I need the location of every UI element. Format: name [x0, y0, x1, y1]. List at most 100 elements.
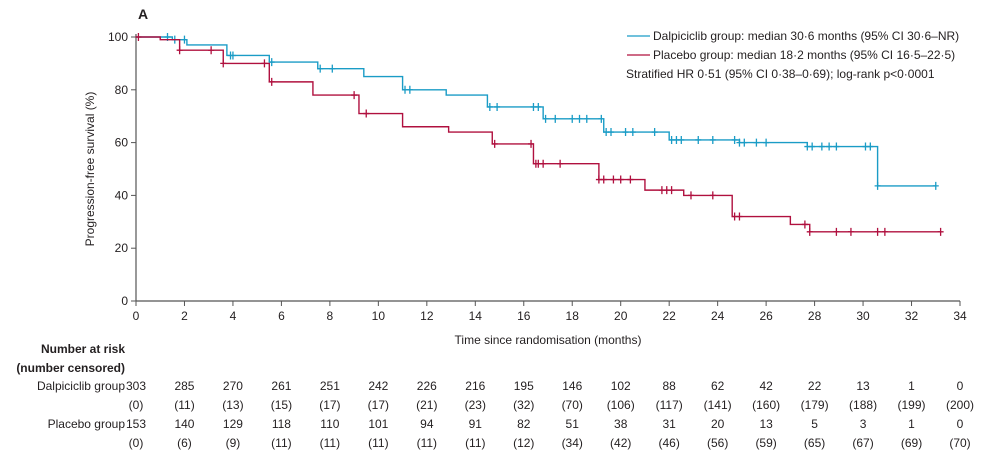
censor-mark [268, 77, 275, 86]
censor-mark [569, 114, 576, 123]
at-risk-count: 146 [562, 379, 582, 393]
censored-count: (199) [898, 398, 926, 412]
censor-mark [363, 109, 370, 118]
censor-mark [552, 114, 559, 123]
x-tick-label: 16 [517, 309, 531, 323]
at-risk-count: 51 [566, 417, 580, 431]
censor-mark [135, 33, 142, 41]
censor-mark [494, 102, 501, 111]
censored-count: (13) [222, 398, 243, 412]
at-risk-count: 118 [272, 417, 291, 431]
series-dalpiciclib-group [136, 33, 939, 190]
censor-mark [610, 175, 617, 184]
censored-count: (117) [656, 398, 683, 412]
x-tick-label: 22 [662, 309, 676, 323]
censor-mark [622, 128, 629, 137]
censor-mark [557, 159, 564, 168]
survival-curves [135, 33, 944, 236]
at-risk-count: 22 [808, 379, 822, 393]
at-risk-count: 0 [957, 379, 964, 393]
censored-count: (65) [804, 436, 825, 450]
legend-label-placebo: Placebo group: median 18·2 months (95% C… [653, 48, 955, 62]
risk-table: Number at risk (number censored) Dalpici… [16, 342, 974, 450]
censor-mark [847, 227, 854, 236]
at-risk-count: 216 [465, 379, 485, 393]
at-risk-count: 140 [174, 417, 194, 431]
censor-mark [874, 227, 881, 236]
at-risk-count: 3 [860, 417, 867, 431]
censor-mark [268, 58, 275, 67]
panel-label: A [138, 6, 148, 22]
censored-count: (12) [513, 436, 534, 450]
at-risk-count: 13 [759, 417, 773, 431]
survival-line [136, 36, 941, 233]
risk-row-label: Placebo group [48, 417, 126, 431]
x-tick-label: 34 [953, 309, 967, 323]
censor-mark [540, 159, 547, 168]
at-risk-count: 261 [271, 379, 291, 393]
censored-count: (23) [465, 398, 486, 412]
at-risk-count: 251 [320, 379, 340, 393]
at-risk-count: 1 [908, 379, 915, 393]
x-tick-label: 8 [327, 309, 334, 323]
hazard-ratio-annotation: Stratified HR 0·51 (95% CI 0·38–0·69); l… [626, 67, 935, 81]
censor-mark [753, 138, 760, 147]
at-risk-count: 94 [420, 417, 434, 431]
at-risk-count: 102 [611, 379, 631, 393]
x-tick-label: 30 [856, 309, 870, 323]
x-tick-label: 26 [759, 309, 773, 323]
censored-count: (17) [319, 398, 340, 412]
y-tick-label: 100 [108, 30, 128, 44]
censor-mark [651, 128, 658, 137]
at-risk-count: 1 [908, 417, 915, 431]
censor-mark [317, 64, 324, 73]
censor-mark [826, 142, 833, 151]
censored-count: (34) [562, 436, 583, 450]
censor-mark [406, 85, 413, 94]
x-tick-label: 12 [420, 309, 434, 323]
at-risk-count: 110 [320, 417, 339, 431]
at-risk-count: 82 [517, 417, 531, 431]
censored-count: (188) [849, 398, 877, 412]
censor-mark [576, 114, 583, 123]
y-tick-label: 80 [115, 83, 129, 97]
censored-count: (67) [852, 436, 873, 450]
risk-table-title: Number at risk [41, 342, 125, 356]
at-risk-count: 195 [514, 379, 534, 393]
x-tick-label: 20 [614, 309, 628, 323]
y-tick-label: 40 [115, 188, 129, 202]
censor-mark [627, 175, 634, 184]
at-risk-count: 38 [614, 417, 628, 431]
censored-count: (11) [465, 436, 485, 450]
at-risk-count: 101 [368, 417, 388, 431]
censored-count: (6) [177, 436, 192, 450]
censor-mark [731, 135, 738, 144]
censor-mark [208, 46, 215, 55]
at-risk-count: 242 [368, 379, 388, 393]
y-axis-label: Progression-free survival (%) [83, 92, 97, 247]
censor-mark [678, 135, 685, 144]
censored-count: (17) [368, 398, 389, 412]
censor-mark [736, 212, 743, 221]
censored-count: (59) [755, 436, 776, 450]
censor-mark [598, 114, 605, 123]
censored-count: (160) [752, 398, 780, 412]
censor-mark [528, 139, 535, 148]
legend: Dalpiciclib group: median 30·6 months (9… [626, 29, 959, 81]
x-tick-label: 0 [133, 309, 140, 323]
censored-count: (70) [562, 398, 583, 412]
at-risk-count: 303 [126, 379, 146, 393]
censor-mark [486, 102, 493, 111]
censor-mark [261, 59, 268, 68]
censored-count: (141) [704, 398, 732, 412]
x-tick-label: 6 [278, 309, 285, 323]
censor-mark [763, 138, 770, 147]
censor-mark [181, 35, 188, 44]
censored-count: (46) [659, 436, 680, 450]
censor-mark [818, 142, 825, 151]
risk-table-subtitle: (number censored) [16, 361, 125, 375]
censored-count: (11) [417, 436, 437, 450]
at-risk-count: 88 [662, 379, 676, 393]
censored-count: (32) [513, 398, 534, 412]
